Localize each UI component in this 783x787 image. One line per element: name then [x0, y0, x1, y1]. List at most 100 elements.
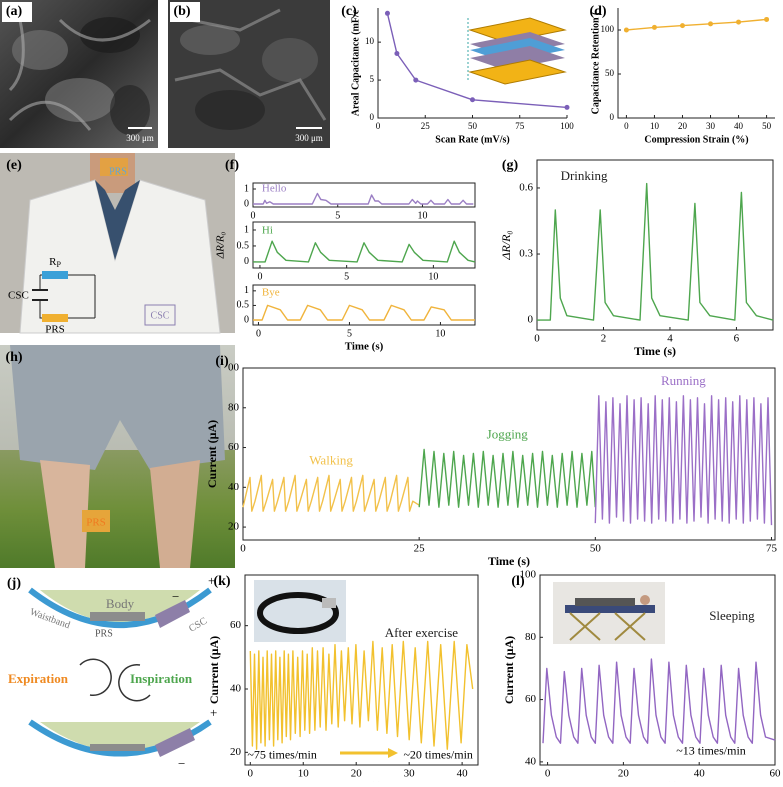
x-tick-label: 30 — [706, 121, 716, 131]
x-tick-label: 0 — [240, 543, 246, 555]
y-tick-label: 0.5 — [237, 300, 250, 311]
y-tick-label: 60 — [230, 619, 242, 631]
y-tick-label: 40 — [525, 755, 537, 767]
marker — [413, 77, 419, 83]
plot-frame — [242, 367, 776, 541]
x-tick-label: 10 — [435, 328, 445, 339]
panel-label: (d) — [589, 4, 606, 19]
y-tick-label: 80 — [525, 631, 537, 643]
marker — [384, 10, 390, 16]
belt-photo-inset — [254, 580, 346, 642]
series-line — [242, 474, 420, 512]
y-axis-label: ΔR/R₀ — [499, 230, 513, 260]
label-bg — [2, 2, 32, 22]
x-tick-label: 50 — [762, 121, 772, 131]
marker — [708, 21, 714, 27]
series-line — [594, 395, 773, 526]
y-tick-label: 60 — [228, 441, 240, 453]
chart: 0 10 20 30 40 50 0 50 100 Compression Strain (%) C… — [590, 8, 775, 145]
panel-label: (f) — [225, 158, 239, 173]
annotation: ~20 times/min — [403, 747, 473, 761]
x-axis-label: Compression Strain (%) — [644, 134, 748, 145]
x-tick-label: 0 — [534, 333, 540, 345]
y-tick-label: 40 — [228, 481, 240, 493]
chart-title: Drinking — [561, 168, 608, 183]
chart: 0 5 10 0 0.5 1 Bye Time (s) — [237, 284, 476, 353]
x-tick-label: 2 — [601, 333, 607, 345]
marker — [679, 23, 685, 29]
y-tick-label: 0 — [370, 112, 375, 122]
resistor-subscript: P — [56, 260, 61, 269]
minus-sign: − — [178, 756, 185, 771]
sem-image-b: 300 μm — [168, 0, 330, 148]
x-tick-label: 20 — [351, 768, 363, 780]
x-axis-label: Time (s) — [345, 341, 384, 353]
scale-bar-label: 300 μm — [295, 133, 323, 143]
y-tick-label: 60 — [525, 693, 537, 705]
series-line — [253, 192, 474, 205]
y-tick-label: 00 — [228, 362, 240, 374]
y-tick-label: 1 — [244, 285, 249, 296]
sensor-circuit-label: PRS — [45, 324, 65, 336]
x-tick-label: 4 — [667, 333, 673, 345]
body-label: Body — [106, 596, 135, 611]
panel-label: (i) — [215, 354, 229, 369]
plot-frame — [536, 159, 774, 331]
chart: 0 5 10 0 0.5 1 Hi ΔR/R₀ — [215, 221, 476, 282]
plot-frame — [244, 574, 479, 766]
annotation: ~75 times/min — [247, 747, 317, 761]
series-label: Jogging — [487, 427, 529, 442]
x-tick-label: 0 — [376, 121, 381, 131]
y-tick-label: 0 — [610, 112, 615, 122]
photo-legs: PRS — [0, 345, 235, 568]
x-tick-label: 50 — [590, 543, 602, 555]
x-tick-label: 10 — [650, 121, 660, 131]
x-tick-label: 10 — [298, 768, 310, 780]
layer-stack-inset — [467, 17, 567, 85]
series-label: Running — [661, 373, 706, 388]
capacitor-label: CSC — [187, 615, 209, 634]
marker — [764, 16, 770, 22]
resistor-letter: R — [49, 256, 57, 268]
x-tick-label: 0 — [248, 768, 254, 780]
x-tick-label: 5 — [347, 328, 352, 339]
inspiration-label: Inspiration — [130, 671, 193, 686]
y-tick-label: 1 — [244, 183, 249, 194]
y-axis-label: Current (μA) — [207, 636, 221, 704]
photo-coat: PRS CSC RP CSC PRS — [0, 153, 235, 336]
chart-title: Sleeping — [709, 608, 755, 623]
sensor-label: PRS — [86, 517, 106, 529]
chart: 0 25 50 75 20 40 60 80 00 Walking Jogging Running Ti… — [205, 362, 778, 568]
plot-frame — [252, 221, 476, 269]
x-tick-label: 10 — [428, 271, 438, 282]
x-axis-label: Time (s) — [634, 344, 676, 358]
x-tick-label: 10 — [417, 210, 427, 221]
x-tick-label: 40 — [734, 121, 744, 131]
marker — [736, 19, 742, 25]
panel-label: (g) — [502, 158, 519, 173]
resistor-label: RP — [49, 256, 61, 269]
x-tick-label: 60 — [770, 768, 782, 780]
marker — [394, 51, 400, 57]
series-line — [537, 182, 774, 321]
x-tick-label: 40 — [457, 768, 469, 780]
panel-label: (e) — [6, 158, 22, 173]
x-tick-label: 25 — [414, 543, 426, 555]
y-tick-label: 100 — [520, 569, 537, 581]
plot-frame — [539, 574, 776, 766]
minus-sign: − — [172, 589, 179, 604]
x-tick-label: 0 — [545, 768, 551, 780]
series-line — [253, 304, 475, 321]
y-tick-label: 0 — [244, 314, 249, 325]
chart: 0 2 4 6 0 0.3 0.6 Drinking Time (s) ΔR/R₀ — [499, 159, 774, 358]
series-line — [626, 18, 767, 31]
y-tick-label: 100 — [601, 24, 615, 34]
x-tick-label: 40 — [694, 768, 706, 780]
y-tick-label: 20 — [228, 521, 240, 533]
panel-label: (a) — [6, 4, 23, 19]
panel-label: (j) — [7, 576, 21, 591]
x-tick-label: 30 — [404, 768, 416, 780]
sensor-label: PRS — [95, 628, 113, 639]
panel-label: (k) — [213, 574, 230, 589]
respiration-diagram: Body Waistband PRS CSC + − Expiration In… — [8, 573, 217, 771]
